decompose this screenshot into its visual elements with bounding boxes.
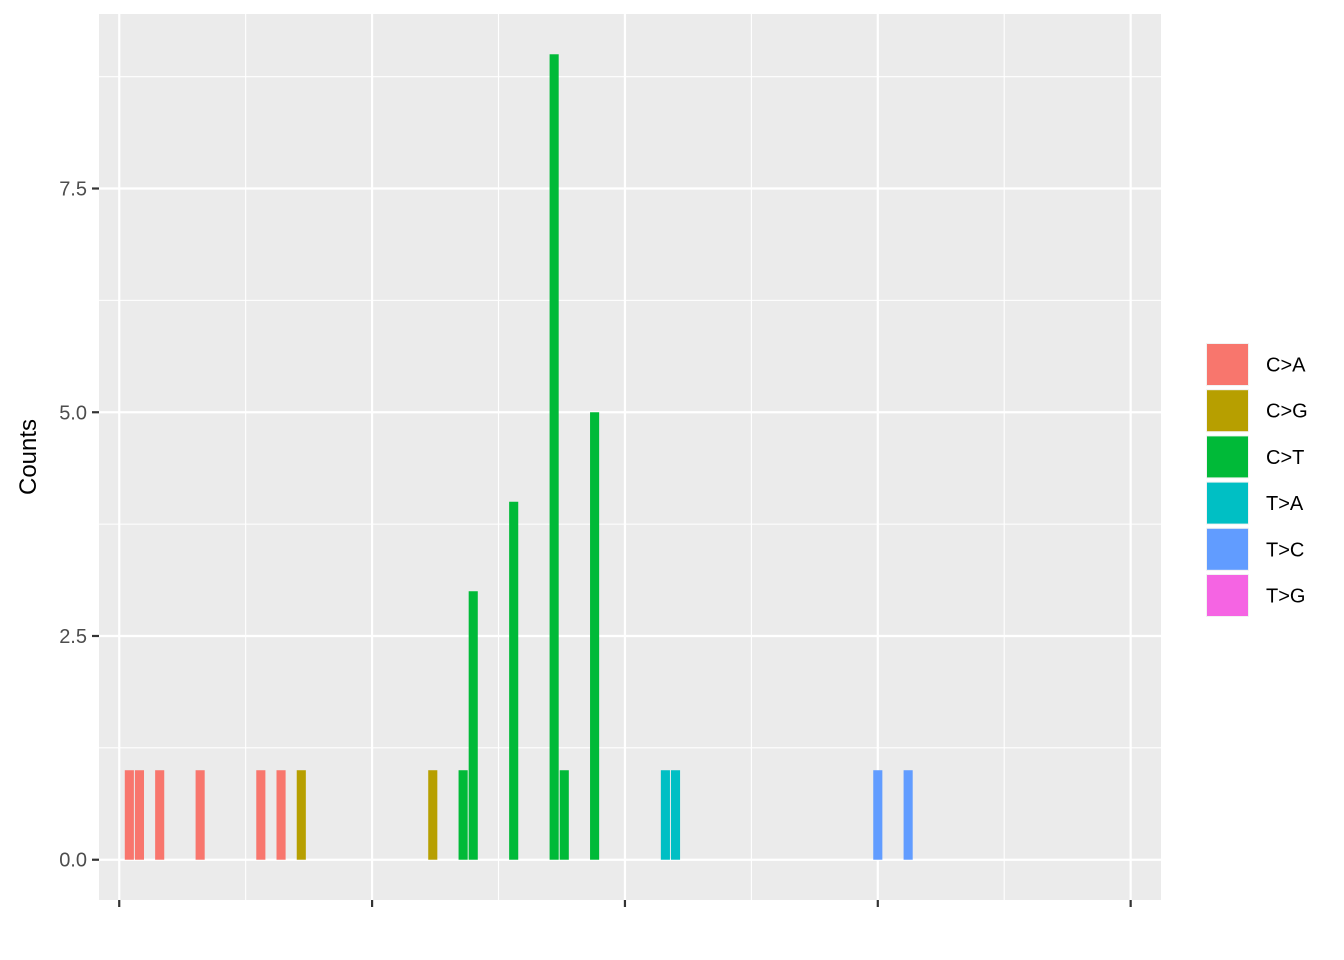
legend-key-swatch <box>1207 390 1248 432</box>
bar <box>296 770 306 860</box>
legend-label: C>T <box>1266 447 1304 469</box>
bar <box>124 770 134 860</box>
y-tick-label: 7.5 <box>59 179 87 201</box>
bar <box>590 412 600 860</box>
legend-label: C>G <box>1266 401 1308 423</box>
legend-key-swatch <box>1207 575 1248 616</box>
legend-label: T>C <box>1266 539 1304 561</box>
bar <box>195 770 205 860</box>
bar <box>458 770 468 860</box>
grid-major <box>99 14 1161 900</box>
legend: C>A C>G C>T T>A T>C T>G <box>1206 343 1308 617</box>
y-axis: 0.0 2.5 5.0 7.5 <box>59 179 99 872</box>
bar <box>134 770 145 860</box>
bar <box>903 770 913 860</box>
legend-label: C>A <box>1266 355 1306 377</box>
bars-layer <box>124 54 913 860</box>
bar <box>559 770 569 860</box>
bar <box>256 770 266 860</box>
legend-key-swatch <box>1207 528 1248 570</box>
legend-label: T>A <box>1266 493 1304 515</box>
bar <box>509 501 519 860</box>
legend-key-swatch <box>1207 482 1248 524</box>
bar <box>428 770 438 860</box>
bar <box>660 770 670 860</box>
bar <box>670 770 681 860</box>
bar <box>873 770 883 860</box>
y-axis-title: Counts <box>15 419 42 495</box>
y-tick-label: 0.0 <box>59 850 87 872</box>
plot-panel <box>99 14 1161 900</box>
bar <box>155 770 165 860</box>
grid-minor <box>99 14 1161 900</box>
bar <box>468 591 478 860</box>
bar <box>276 770 286 860</box>
x-axis <box>118 900 1132 907</box>
legend-key-swatch <box>1207 344 1248 385</box>
bar <box>549 54 559 860</box>
legend-label: T>G <box>1266 586 1305 608</box>
legend-key-swatch <box>1207 436 1248 478</box>
y-tick-label: 2.5 <box>59 626 87 648</box>
y-tick-label: 5.0 <box>59 402 87 424</box>
